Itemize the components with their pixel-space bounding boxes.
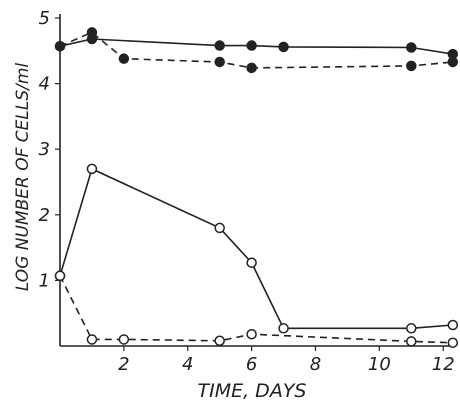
- series-3-point: [246, 257, 257, 268]
- x-tick-label-6: 6: [246, 354, 257, 375]
- series-1-point: [246, 40, 257, 51]
- series-3-point: [86, 163, 98, 175]
- series-3-point: [278, 323, 289, 334]
- series-4: [54, 270, 459, 348]
- series-2-line: [59, 31, 453, 69]
- series-2-point: [54, 40, 66, 52]
- series-group: [54, 27, 459, 348]
- series-2-point: [447, 56, 459, 68]
- series-2-point: [214, 56, 225, 68]
- series-1-point: [406, 42, 417, 53]
- series-3-point: [406, 323, 417, 334]
- series-1: [54, 33, 459, 60]
- series-1-point: [214, 40, 225, 51]
- series-3: [54, 163, 459, 334]
- series-4-point: [447, 337, 459, 348]
- y-tick-label-1: 1: [39, 270, 50, 291]
- y-tick-label-4: 4: [39, 74, 50, 95]
- x-tick-label-10: 10: [368, 354, 391, 375]
- x-tick-label-12: 12: [432, 354, 455, 375]
- x-tick-label-8: 8: [310, 354, 321, 375]
- series-3-point: [214, 222, 225, 234]
- y-tick-label-3: 3: [39, 139, 50, 160]
- x-tick-label-4: 4: [182, 354, 193, 375]
- series-2-point: [118, 53, 130, 64]
- series-2-point: [86, 27, 98, 38]
- series-1-point: [278, 41, 289, 53]
- x-tick-label-2: 2: [118, 354, 129, 375]
- series-3-point: [447, 319, 459, 331]
- y-tick-label-5: 5: [39, 8, 50, 29]
- series-4-point: [86, 334, 98, 345]
- y-tick-label-2: 2: [39, 205, 50, 226]
- y-axis-label: LOG NUMBER OF CELLS/ml: [13, 63, 33, 292]
- series-4-point: [406, 336, 417, 347]
- series-3-line: [59, 167, 453, 330]
- x-axis-label: TIME, DAYS: [198, 380, 307, 402]
- series-4-point: [54, 270, 66, 282]
- series-2: [54, 27, 459, 74]
- series-4-point: [118, 334, 130, 345]
- series-4-point: [246, 328, 257, 340]
- series-4-point: [214, 335, 225, 347]
- series-2-point: [406, 60, 417, 72]
- axes: [59, 14, 456, 347]
- series-2-point: [246, 62, 257, 74]
